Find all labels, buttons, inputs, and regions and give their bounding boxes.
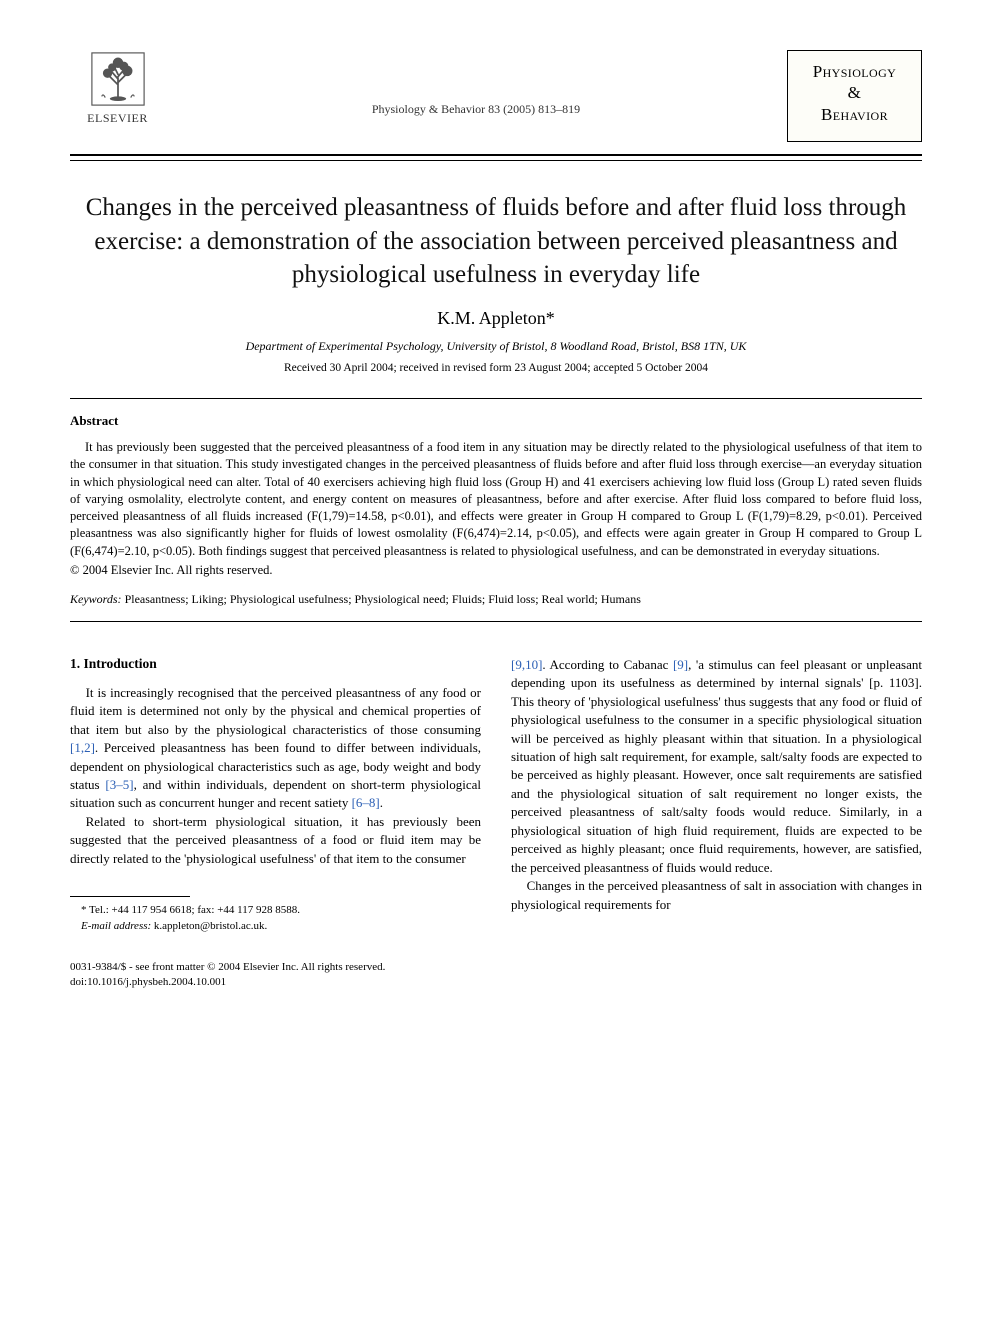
citation-link[interactable]: [1,2]: [70, 740, 95, 755]
copyright-line: © 2004 Elsevier Inc. All rights reserved…: [70, 563, 922, 578]
citation-link[interactable]: [3–5]: [105, 777, 133, 792]
text-run: .: [380, 795, 383, 810]
title-block: Changes in the perceived pleasantness of…: [70, 191, 922, 374]
author: K.M. Appleton*: [70, 308, 922, 329]
column-right: [9,10]. According to Cabanac [9], 'a sti…: [511, 656, 922, 934]
text-run: . According to Cabanac: [542, 657, 673, 672]
paper-title: Changes in the perceived pleasantness of…: [70, 191, 922, 292]
email-footnote: E-mail address: k.appleton@bristol.ac.uk…: [70, 919, 481, 934]
footnote-block: * Tel.: +44 117 954 6618; fax: +44 117 9…: [70, 896, 481, 934]
front-matter-line: 0031-9384/$ - see front matter © 2004 El…: [70, 960, 922, 975]
column-left: 1. Introduction It is increasingly recog…: [70, 656, 481, 934]
page-footer: 0031-9384/$ - see front matter © 2004 El…: [70, 960, 922, 991]
citation-link[interactable]: [9]: [673, 657, 688, 672]
citation-link[interactable]: [9,10]: [511, 657, 542, 672]
keywords-label: Keywords:: [70, 592, 122, 606]
body-paragraph: Related to short-term physiological situ…: [70, 813, 481, 868]
section-heading: 1. Introduction: [70, 656, 481, 672]
body-paragraph: It is increasingly recognised that the p…: [70, 684, 481, 813]
footnote-rule: [70, 896, 190, 897]
email-address: k.appleton@bristol.ac.uk.: [154, 920, 267, 932]
body-paragraph: Changes in the perceived pleasantness of…: [511, 877, 922, 914]
article-dates: Received 30 April 2004; received in revi…: [70, 362, 922, 374]
journal-name-line: Physiology: [794, 61, 915, 82]
corresponding-author-footnote: * Tel.: +44 117 954 6618; fax: +44 117 9…: [70, 903, 481, 918]
abstract-top-rule: [70, 398, 922, 399]
publisher-logo-block: ELSEVIER: [70, 50, 165, 126]
keywords-values: Pleasantness; Liking; Physiological usef…: [125, 592, 641, 606]
text-run: , 'a stimulus can feel pleasant or unple…: [511, 657, 922, 875]
body-columns: 1. Introduction It is increasingly recog…: [70, 656, 922, 934]
journal-name-line: Behavior: [794, 104, 915, 125]
email-label: E-mail address:: [81, 920, 151, 932]
affiliation: Department of Experimental Psychology, U…: [70, 339, 922, 354]
abstract-body: It has previously been suggested that th…: [70, 439, 922, 560]
abstract-bottom-rule: [70, 621, 922, 622]
publisher-name: ELSEVIER: [87, 111, 148, 126]
header-rule-bottom: [70, 160, 922, 161]
keywords-line: Keywords: Pleasantness; Liking; Physiolo…: [70, 592, 922, 607]
page-header: ELSEVIER Physiology & Behavior 83 (2005)…: [70, 50, 922, 142]
journal-name-line: &: [794, 82, 915, 103]
elsevier-tree-icon: [89, 50, 147, 108]
citation: Physiology & Behavior 83 (2005) 813–819: [372, 102, 580, 117]
citation-link[interactable]: [6–8]: [352, 795, 380, 810]
abstract-heading: Abstract: [70, 413, 922, 429]
text-run: It is increasingly recognised that the p…: [70, 685, 481, 737]
journal-title-box: Physiology & Behavior: [787, 50, 922, 142]
doi-line: doi:10.1016/j.physbeh.2004.10.001: [70, 975, 922, 990]
body-paragraph: [9,10]. According to Cabanac [9], 'a sti…: [511, 656, 922, 877]
